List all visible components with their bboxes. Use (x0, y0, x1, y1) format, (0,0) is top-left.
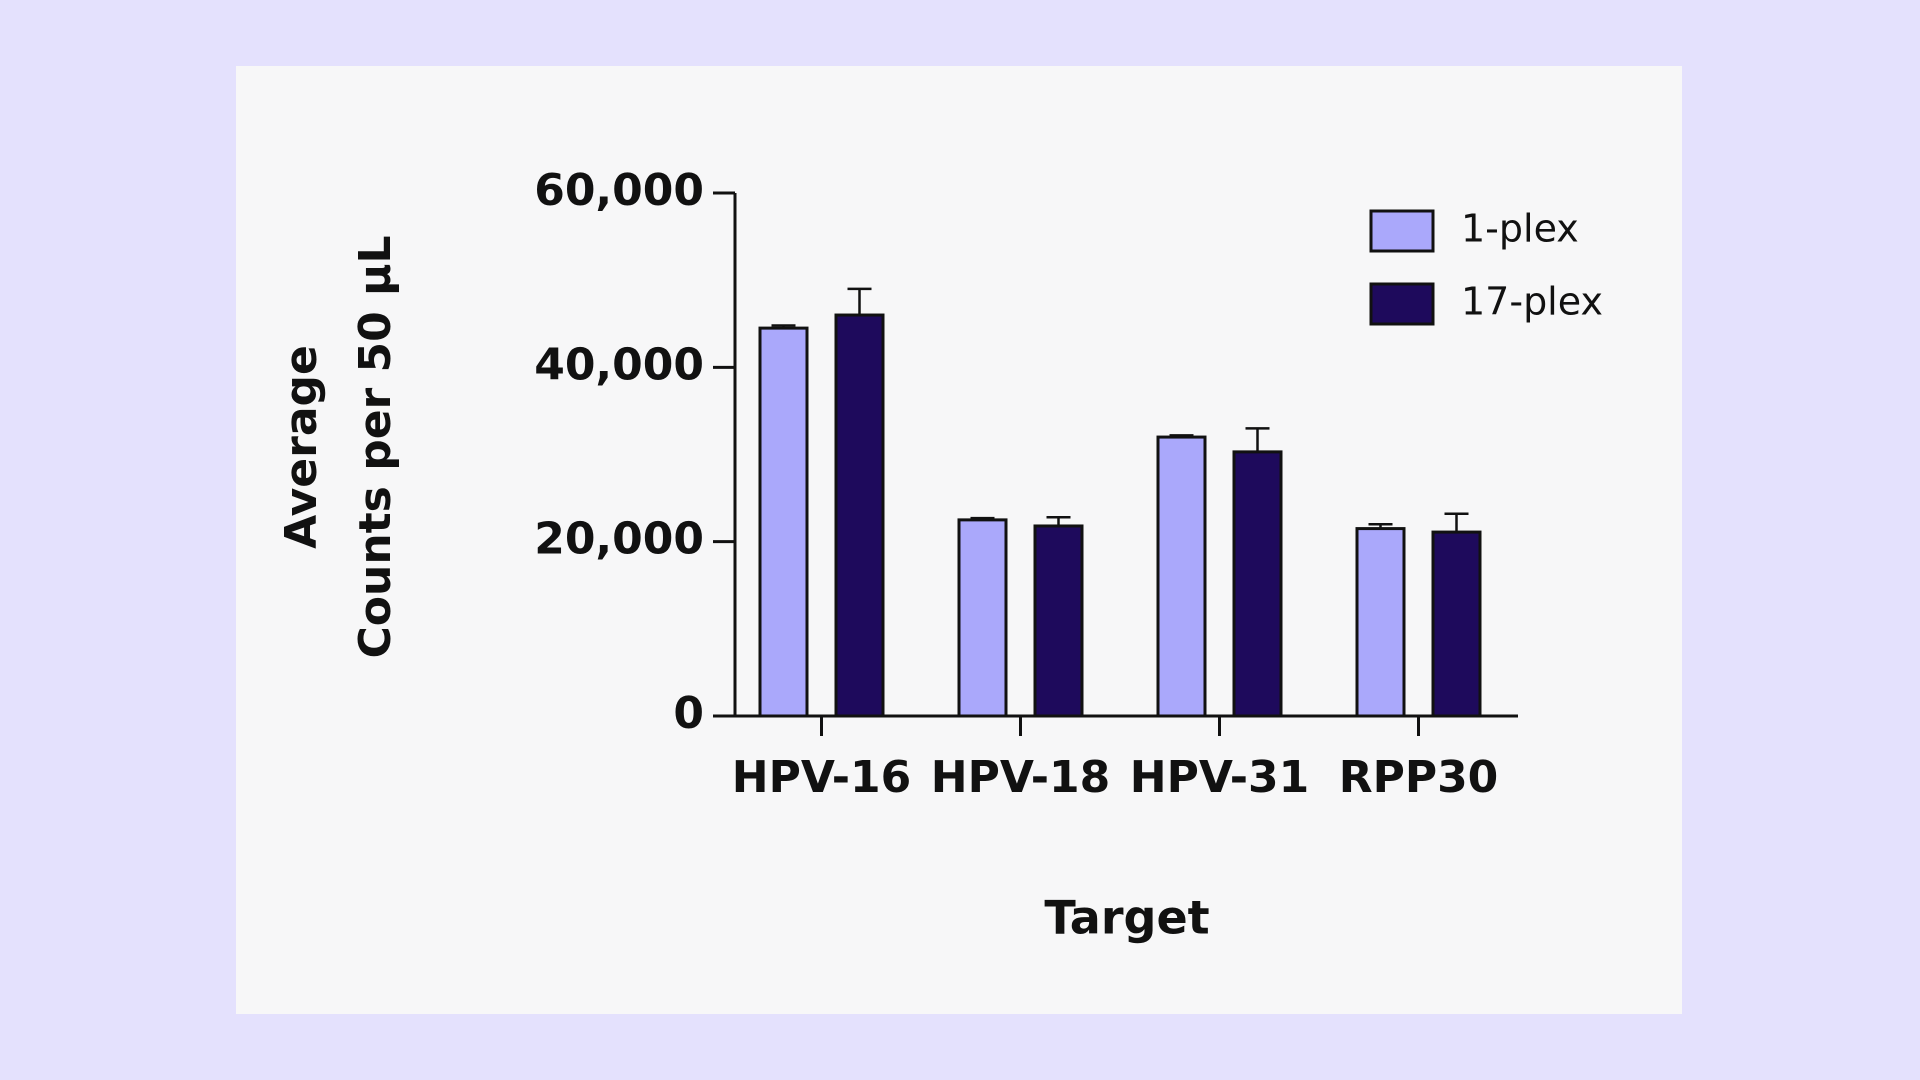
bar (834, 313, 885, 718)
y-label-group: Counts per 50 µL (350, 235, 401, 658)
bar (1033, 524, 1084, 718)
y-label: Counts per 50 µL (350, 235, 401, 658)
y-tick-label: 40,000 (534, 339, 704, 390)
legend-swatch (1369, 209, 1435, 253)
x-label: Target (1044, 891, 1209, 945)
x-tick-label: HPV-16 (732, 752, 911, 803)
bar (1156, 435, 1207, 718)
legend-label: 17-plex (1461, 280, 1603, 324)
x-tick-label: HPV-18 (931, 752, 1110, 803)
bar (1431, 530, 1482, 718)
y-tick-label: 0 (673, 688, 704, 739)
x-tick-label: RPP30 (1339, 752, 1499, 803)
y-tick-label: 60,000 (534, 165, 704, 216)
y-tick-label: 20,000 (534, 514, 704, 565)
legend-swatch (1369, 282, 1435, 326)
bar (758, 326, 809, 718)
y-label-group: Average (276, 345, 327, 549)
bar (1232, 450, 1283, 718)
bar (1355, 527, 1406, 718)
y-label: Average (276, 345, 327, 549)
x-tick-label: HPV-31 (1130, 752, 1309, 803)
legend-label: 1-plex (1461, 207, 1579, 251)
bar (957, 518, 1008, 718)
